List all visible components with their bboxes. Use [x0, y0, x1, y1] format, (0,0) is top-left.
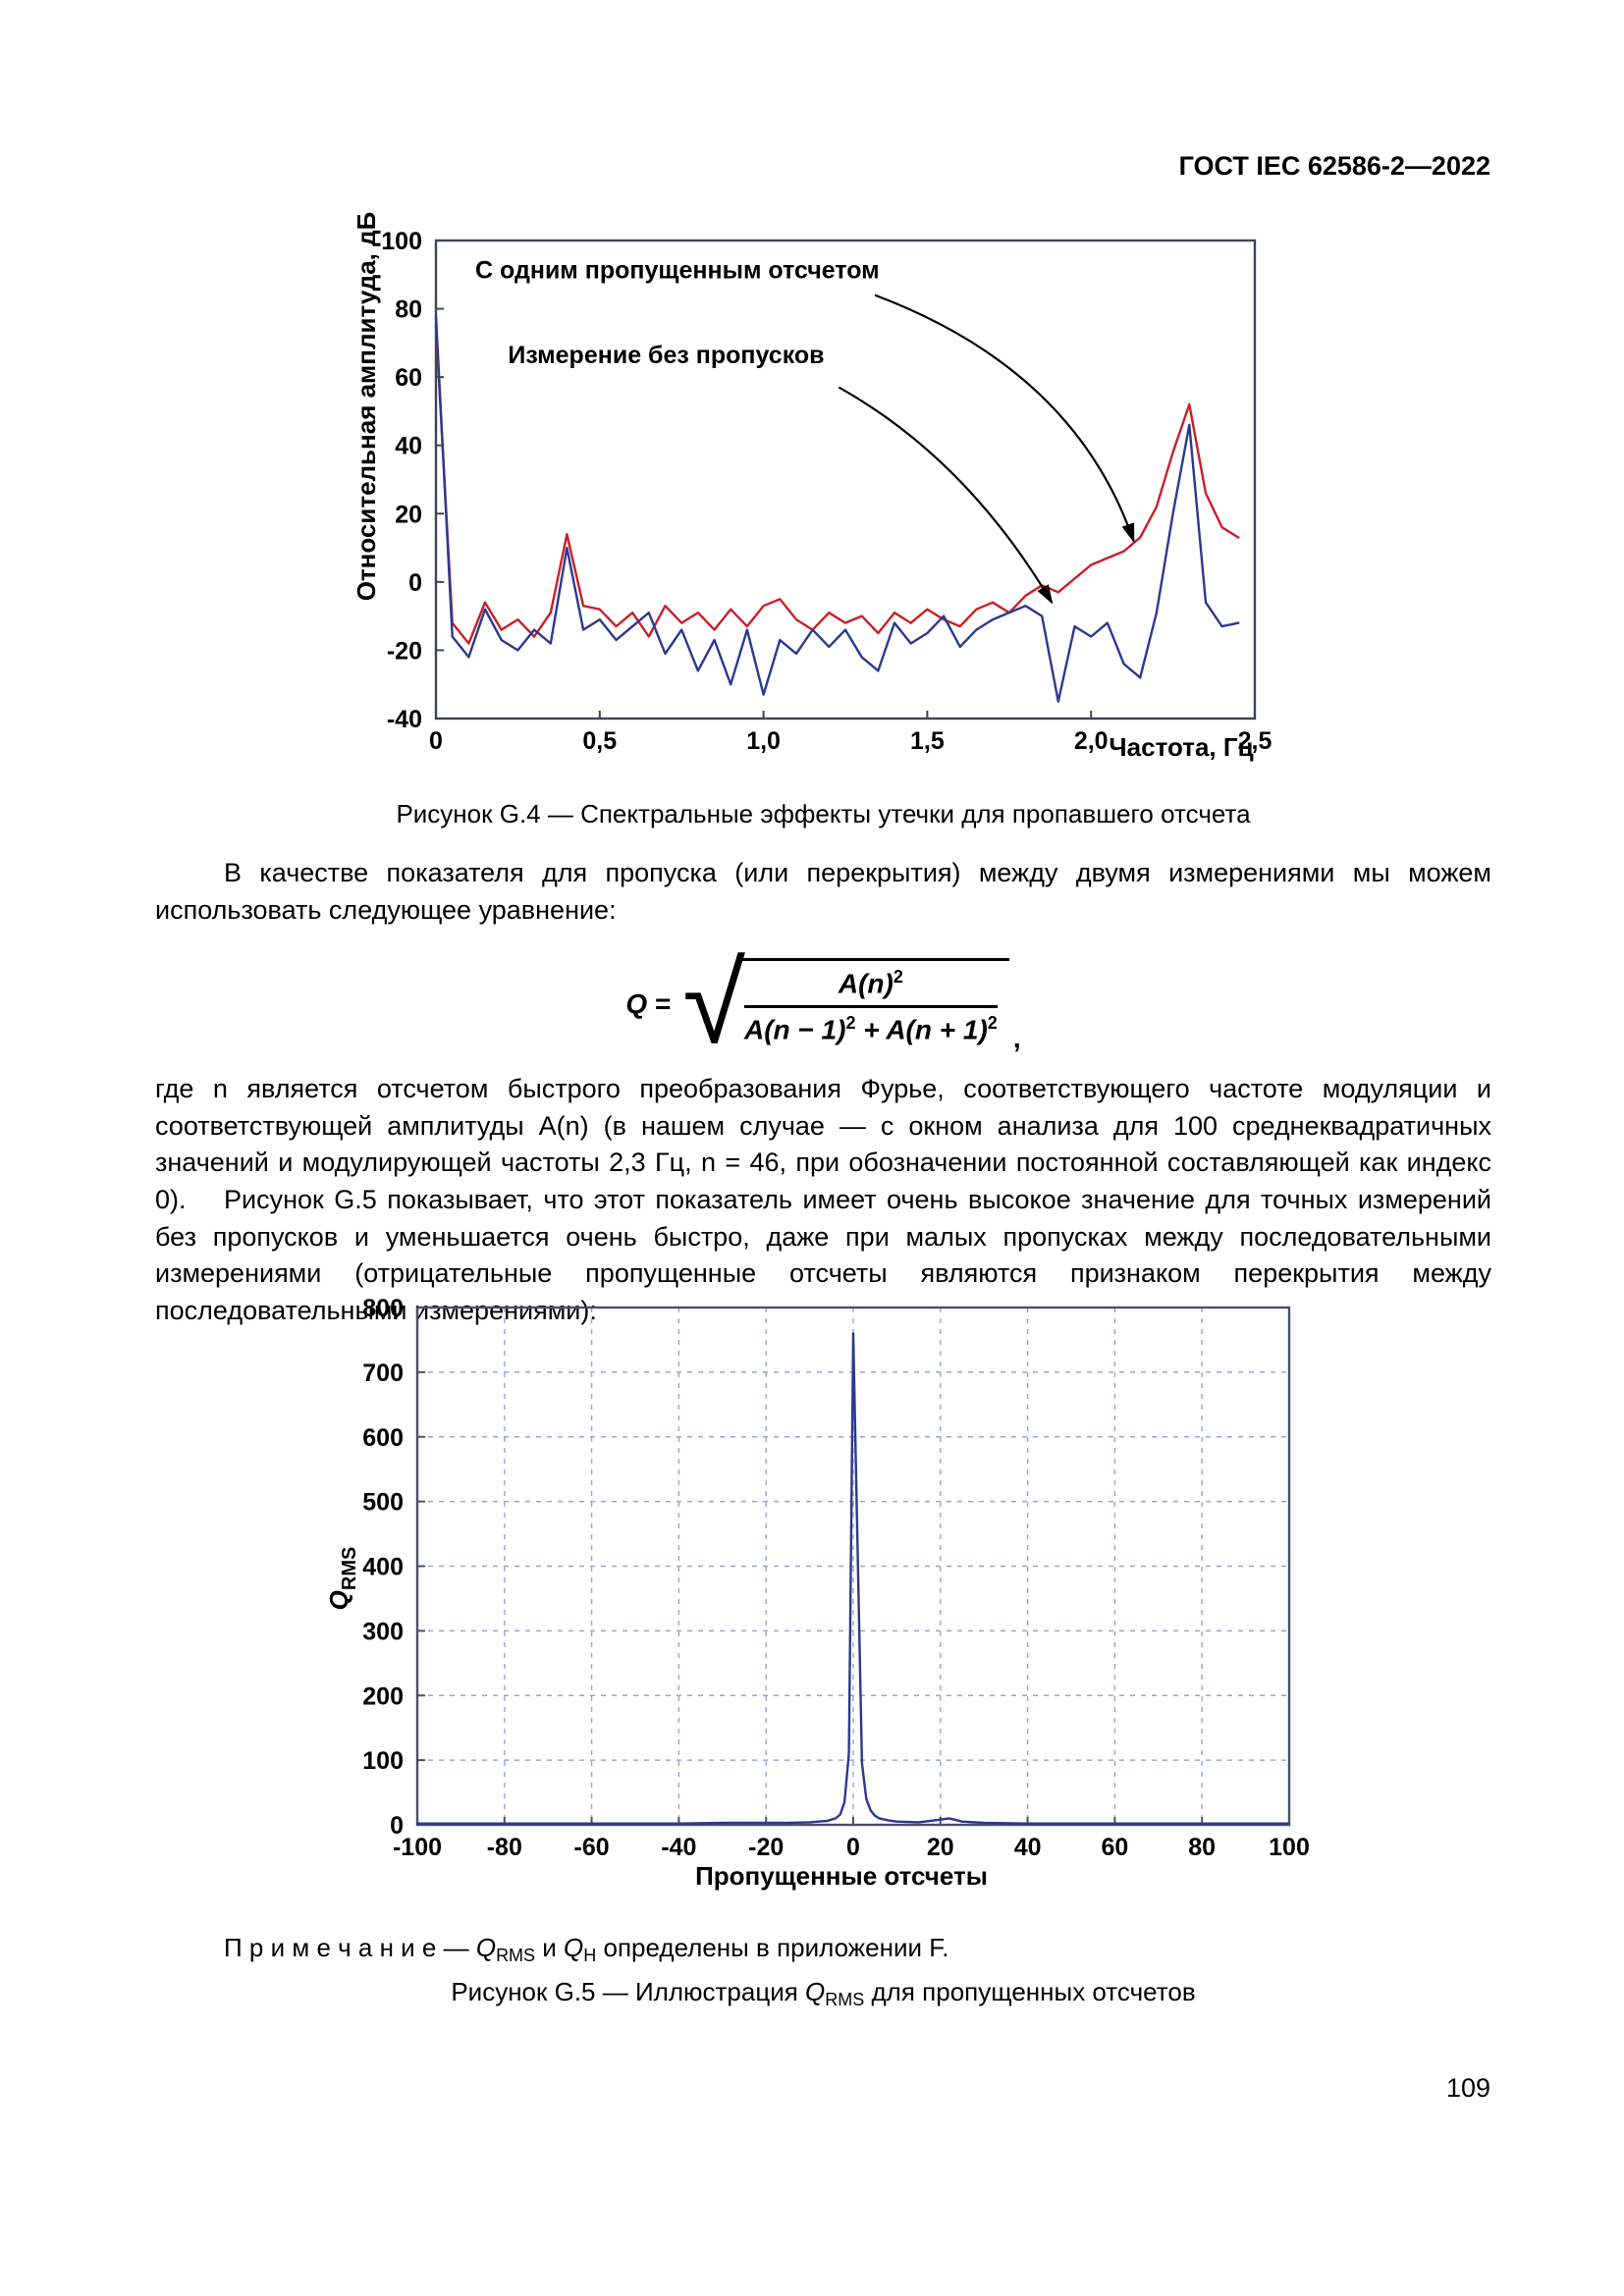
svg-text:20: 20 [395, 501, 422, 528]
svg-text:40: 40 [1014, 1834, 1042, 1861]
svg-text:0: 0 [408, 569, 422, 597]
svg-text:0: 0 [390, 1812, 404, 1840]
svg-text:0,5: 0,5 [582, 727, 617, 755]
paragraph-where: где n является отсчетом быстрого преобра… [155, 1074, 1491, 1214]
fraction-denominator: A(n − 1)2 + A(n + 1)2 [743, 1012, 998, 1044]
svg-text:2,0: 2,0 [1074, 727, 1109, 755]
svg-text:0: 0 [846, 1834, 860, 1861]
radical-body: A(n)2 A(n − 1)2 + A(n + 1)2 [735, 958, 1009, 1045]
figure-g4-chart: 0 0,5 1,0 1,5 2,0 2,5 100 80 60 40 20 0 -20 -40 С одни… [352, 212, 1272, 762]
radical-sign-icon: √ [682, 939, 745, 1068]
svg-text:-20: -20 [387, 637, 422, 665]
svg-text:80: 80 [395, 296, 422, 324]
fraction-numerator: A(n)2 [743, 967, 998, 1008]
svg-text:2,5: 2,5 [1238, 727, 1272, 755]
svg-text:80: 80 [1188, 1834, 1216, 1861]
svg-text:0: 0 [429, 727, 443, 755]
svg-text:60: 60 [1101, 1834, 1128, 1861]
svg-text:1,0: 1,0 [746, 727, 781, 755]
svg-text:600: 600 [362, 1424, 404, 1452]
figure-g5-caption: Рисунок G.5 — Иллюстрация QRMS для пропу… [451, 1977, 1196, 2009]
svg-text:QRMS: QRMS [324, 1547, 360, 1611]
paragraph-intro: В качестве показателя для пропуска (или … [155, 858, 1491, 925]
svg-text:-40: -40 [387, 706, 422, 733]
svg-text:Частота, Гц: Частота, Гц [1109, 732, 1253, 762]
figure-g5-chart: -100 -80 -60 -40 -20 0 20 40 60 80 100 0 100 200 300 40… [324, 1295, 1310, 1891]
svg-text:100: 100 [362, 1747, 404, 1775]
svg-text:200: 200 [362, 1682, 404, 1710]
equation-lhs: Q = [625, 988, 672, 1019]
svg-text:400: 400 [362, 1554, 404, 1581]
svg-text:Относительная амплитуда, дБ: Относительная амплитуда, дБ [352, 212, 381, 602]
svg-text:-20: -20 [748, 1834, 784, 1861]
svg-text:100: 100 [381, 228, 422, 255]
figure-g4-caption: Рисунок G.4 — Спектральные эффекты утечк… [396, 799, 1251, 828]
svg-text:Измерение без пропусков: Измерение без пропусков [508, 342, 824, 369]
svg-text:100: 100 [1269, 1834, 1310, 1861]
svg-text:-80: -80 [487, 1834, 522, 1861]
svg-text:20: 20 [927, 1834, 954, 1861]
svg-text:40: 40 [395, 433, 422, 460]
paragraph-figure-g5-intro: Рисунок G.5 показывает, что этот показат… [155, 1185, 1491, 1325]
svg-text:700: 700 [362, 1360, 404, 1387]
svg-text:-40: -40 [661, 1834, 696, 1861]
equation: Q = √ A(n)2 A(n − 1)2 + A(n + 1)2 , [155, 940, 1491, 1068]
svg-text:500: 500 [362, 1489, 404, 1517]
page-number: 109 [1445, 2073, 1490, 2103]
equation-comma: , [1012, 1023, 1021, 1053]
svg-text:300: 300 [362, 1618, 404, 1645]
svg-text:800: 800 [362, 1295, 404, 1322]
svg-text:-100: -100 [393, 1834, 442, 1861]
note-g5: П р и м е ч а н и е — QRMS и QH определе… [224, 1933, 949, 1965]
radical: √ A(n)2 A(n − 1)2 + A(n + 1)2 [682, 939, 1009, 1068]
svg-text:60: 60 [395, 364, 422, 392]
svg-text:Пропущенные отсчеты: Пропущенные отсчеты [695, 1861, 988, 1891]
svg-text:1,5: 1,5 [910, 727, 945, 755]
document-header: ГОСТ IEC 62586-2—2022 [1178, 151, 1490, 181]
svg-text:-60: -60 [574, 1834, 610, 1861]
fraction: A(n)2 A(n − 1)2 + A(n + 1)2 [743, 967, 998, 1045]
svg-text:С одним пропущенным отсчетом: С одним пропущенным отсчетом [475, 256, 880, 284]
